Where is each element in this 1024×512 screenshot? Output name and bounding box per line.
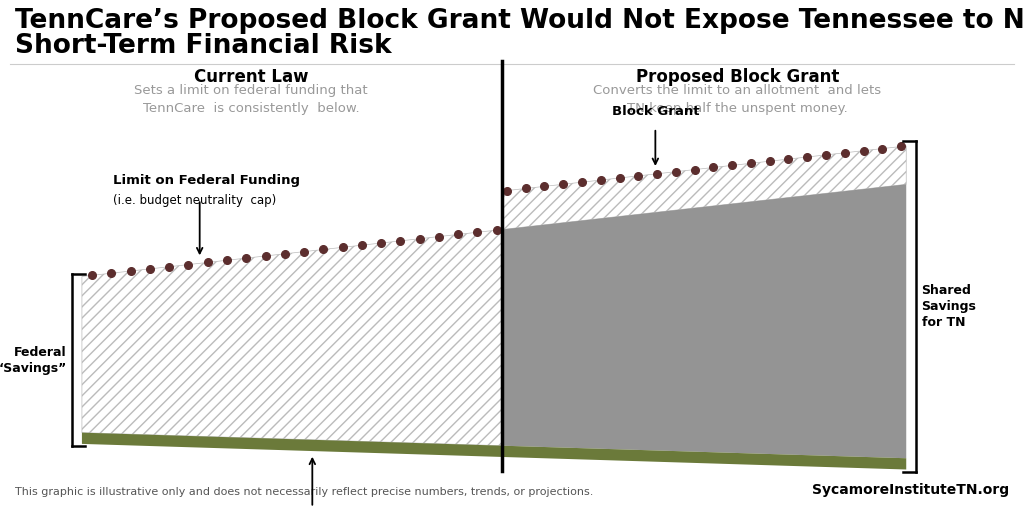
Text: Shared
Savings
for TN: Shared Savings for TN xyxy=(922,284,977,329)
Text: Block Grant: Block Grant xyxy=(611,104,699,118)
Text: Sets a limit on federal funding that
TennCare  is consistently  below.: Sets a limit on federal funding that Ten… xyxy=(134,84,368,116)
Text: Converts the limit to an allotment  and lets
TN keep half the unspent money.: Converts the limit to an allotment and l… xyxy=(593,84,882,116)
Text: TennCare’s Proposed Block Grant Would Not Expose Tennessee to New: TennCare’s Proposed Block Grant Would No… xyxy=(15,8,1024,34)
Text: (i.e. budget neutrality  cap): (i.e. budget neutrality cap) xyxy=(113,194,275,207)
Text: Proposed Block Grant: Proposed Block Grant xyxy=(636,68,839,86)
Text: Federal
“Savings”: Federal “Savings” xyxy=(0,346,67,375)
Polygon shape xyxy=(502,146,906,229)
Polygon shape xyxy=(502,184,906,458)
Text: Current Law: Current Law xyxy=(194,68,308,86)
Polygon shape xyxy=(82,433,906,470)
Text: This graphic is illustrative only and does not necessarily reflect precise numbe: This graphic is illustrative only and do… xyxy=(15,486,594,497)
Text: Limit on Federal Funding: Limit on Federal Funding xyxy=(113,174,300,186)
Text: SycamoreInstituteTN.org: SycamoreInstituteTN.org xyxy=(811,483,1009,497)
Polygon shape xyxy=(82,229,502,445)
Text: Short-Term Financial Risk: Short-Term Financial Risk xyxy=(15,33,392,59)
